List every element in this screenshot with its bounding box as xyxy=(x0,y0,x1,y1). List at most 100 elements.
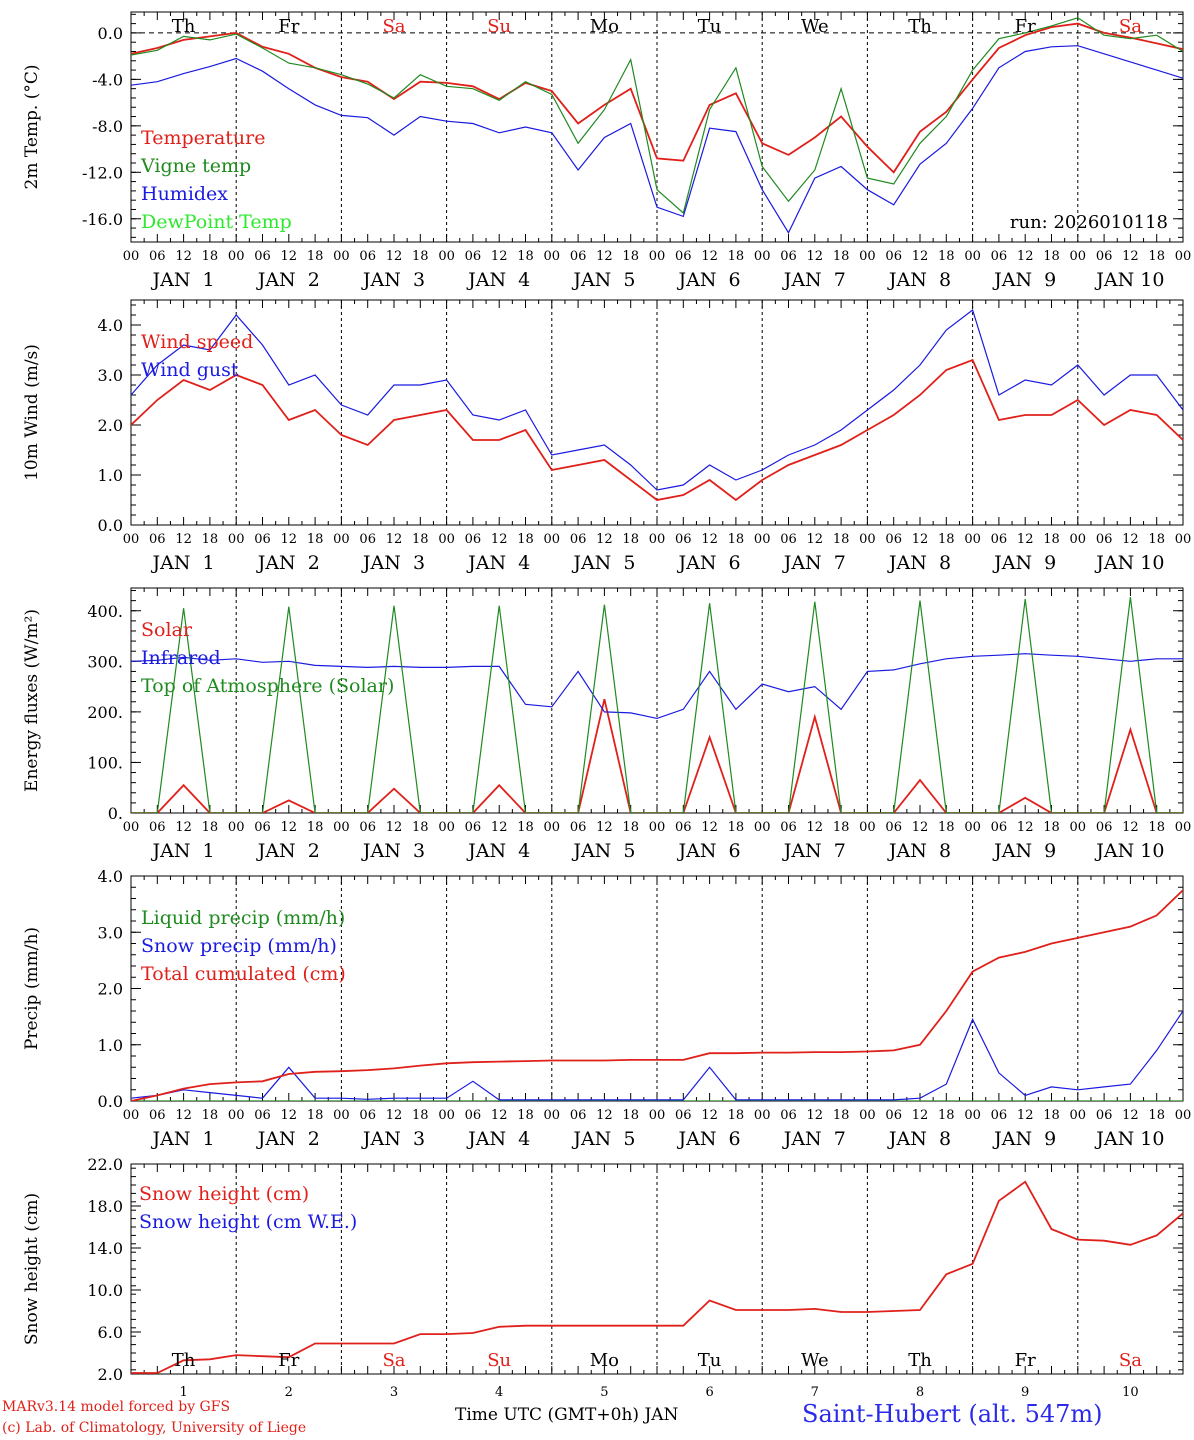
panel-frame xyxy=(130,299,1184,526)
panel-1: -16.0 -12.0 -8.0 -4.0 0.0 2m Temp. (°C) Temper… xyxy=(22,11,1191,291)
day-name-top: Su xyxy=(487,16,511,37)
hour-label: 18 xyxy=(622,532,639,547)
hour-label: 12 xyxy=(491,249,508,264)
hour-label: 00 xyxy=(754,532,771,547)
hour-label: 06 xyxy=(570,1108,587,1123)
date-label: JAN 5 xyxy=(571,269,635,291)
hour-label: 18 xyxy=(517,820,534,835)
hour-label: 12 xyxy=(912,249,929,264)
hour-label: 18 xyxy=(728,820,745,835)
hour-label: 06 xyxy=(570,820,587,835)
y-tick-label: 22.0 xyxy=(87,1155,123,1174)
series-line-total-cumulated-cm- xyxy=(131,889,1183,1101)
hour-label: 06 xyxy=(1096,532,1113,547)
hour-label: 06 xyxy=(885,249,902,264)
series-line-vigne-temp xyxy=(131,17,1183,215)
hour-label: 18 xyxy=(833,820,850,835)
y-tick-label: 18.0 xyxy=(87,1197,123,1216)
series-line-infrared xyxy=(131,653,1183,720)
hour-label: 12 xyxy=(912,532,929,547)
hour-label: 00 xyxy=(123,532,140,547)
hour-label: 00 xyxy=(544,1108,561,1123)
hour-label: 00 xyxy=(1070,249,1087,264)
y-tick-label: -4.0 xyxy=(92,70,123,89)
hour-label: 18 xyxy=(412,820,429,835)
y-tick-label: 0.0 xyxy=(98,516,123,535)
y-tick-label: 6.0 xyxy=(98,1323,123,1342)
hour-label: 00 xyxy=(964,820,981,835)
date-label: JAN 8 xyxy=(887,552,951,574)
hour-label: 06 xyxy=(359,820,376,835)
hour-label: 06 xyxy=(991,1108,1008,1123)
hour-label: 00 xyxy=(754,820,771,835)
y-tick-label: 2.0 xyxy=(98,980,123,999)
hour-label: 18 xyxy=(833,1108,850,1123)
hour-label: 00 xyxy=(333,532,350,547)
hour-label: 18 xyxy=(622,820,639,835)
hour-label: 00 xyxy=(859,820,876,835)
y-axis-label: Energy fluxes (W/m²) xyxy=(22,609,42,792)
series-line-solar xyxy=(131,698,1183,813)
series-line-snow-precip-mm-h- xyxy=(131,1010,1183,1101)
hour-label: 12 xyxy=(175,249,192,264)
hour-label: 12 xyxy=(175,532,192,547)
panel-frame xyxy=(130,587,1184,814)
day-name-top: Th xyxy=(172,16,196,37)
hour-label: 00 xyxy=(438,249,455,264)
hour-label: 12 xyxy=(912,1108,929,1123)
hour-label: 12 xyxy=(701,532,718,547)
y-tick-label: 400. xyxy=(87,602,123,621)
day-number: 10 xyxy=(1122,1385,1139,1400)
day-name-bottom: We xyxy=(801,1350,829,1371)
date-label: JAN 1 xyxy=(151,552,215,574)
hour-label: 00 xyxy=(438,532,455,547)
hour-label: 06 xyxy=(675,532,692,547)
hour-label: 06 xyxy=(991,532,1008,547)
hour-label: 12 xyxy=(281,1108,298,1123)
date-label: JAN 1 xyxy=(151,1128,215,1150)
date-label: JAN 5 xyxy=(571,840,635,862)
hour-label: 00 xyxy=(754,249,771,264)
date-label: JAN 8 xyxy=(887,1128,951,1150)
hour-label: 00 xyxy=(649,249,666,264)
hour-label: 06 xyxy=(254,1108,271,1123)
hour-label: 18 xyxy=(307,1108,324,1123)
credit-model: MARv3.14 model forced by GFS xyxy=(2,1399,231,1415)
y-tick-label: 1.0 xyxy=(98,466,123,485)
day-number: 2 xyxy=(285,1385,293,1400)
hour-label: 18 xyxy=(1148,1108,1165,1123)
hour-label: 06 xyxy=(675,1108,692,1123)
y-tick-label: -16.0 xyxy=(82,210,123,229)
legend-snow-height-cm-: Snow height (cm) xyxy=(139,1183,309,1205)
hour-label: 00 xyxy=(649,532,666,547)
hour-label: 06 xyxy=(780,249,797,264)
hour-label: 18 xyxy=(1043,249,1060,264)
hour-label: 06 xyxy=(780,1108,797,1123)
y-tick-label: 0.0 xyxy=(98,1092,123,1111)
date-label: JAN 9 xyxy=(992,840,1056,862)
day-name-top: Fr xyxy=(278,16,299,37)
date-label: JAN 9 xyxy=(992,269,1056,291)
hour-label: 00 xyxy=(228,1108,245,1123)
day-name-bottom: Mo xyxy=(590,1350,619,1371)
hour-label: 12 xyxy=(1122,820,1139,835)
hour-label: 06 xyxy=(1096,1108,1113,1123)
hour-label: 18 xyxy=(202,820,219,835)
hour-label: 00 xyxy=(544,532,561,547)
hour-label: 12 xyxy=(281,820,298,835)
panel-3: 0. 100. 200. 300. 400. Energy fluxes (W/m²) So… xyxy=(22,587,1191,862)
hour-label: 00 xyxy=(123,1108,140,1123)
hour-label: 00 xyxy=(964,249,981,264)
date-label: JAN 4 xyxy=(466,552,530,574)
y-tick-label: 200. xyxy=(87,703,123,722)
hour-label: 06 xyxy=(885,820,902,835)
hour-label: 06 xyxy=(465,820,482,835)
hour-label: 06 xyxy=(149,249,166,264)
day-number: 6 xyxy=(705,1385,713,1400)
day-number: 4 xyxy=(495,1385,503,1400)
legend-wind-speed: Wind speed xyxy=(141,331,253,353)
date-label: JAN 4 xyxy=(466,269,530,291)
hour-label: 12 xyxy=(491,820,508,835)
hour-label: 12 xyxy=(1017,1108,1034,1123)
date-label: JAN 4 xyxy=(466,840,530,862)
